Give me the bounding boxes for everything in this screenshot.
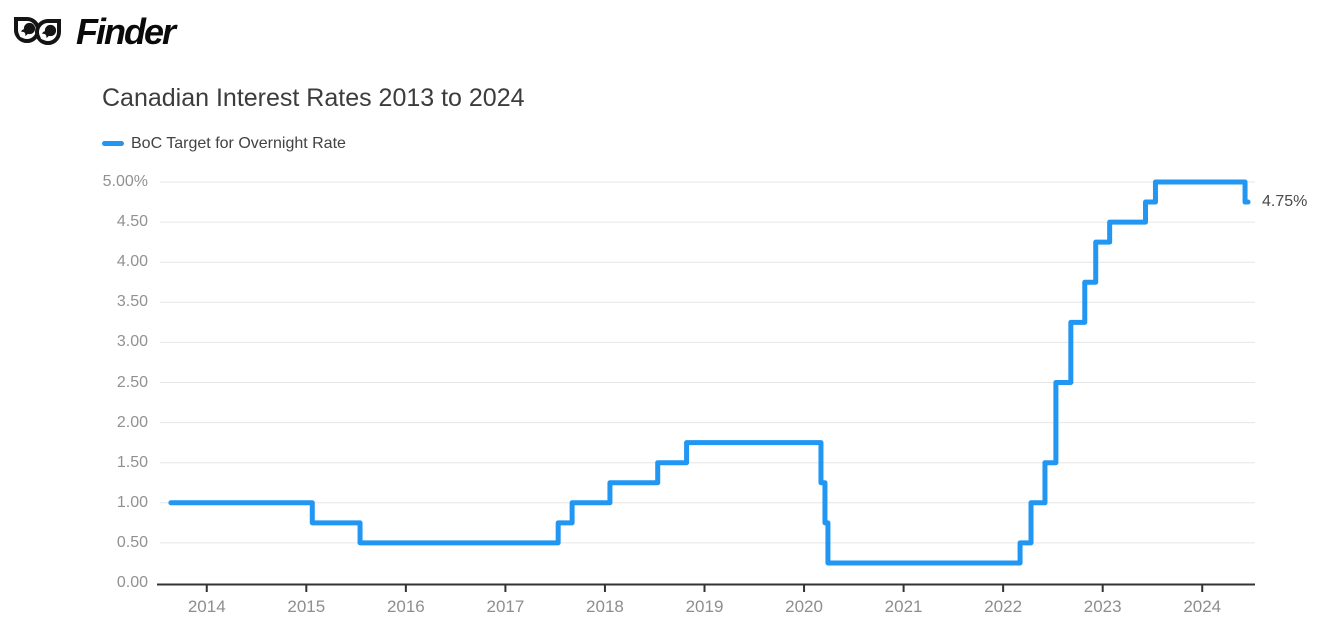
y-axis-label: 3.00: [116, 333, 148, 351]
x-axis-label: 2019: [685, 597, 724, 616]
x-axis-label: 2023: [1083, 597, 1122, 616]
x-axis-label: 2015: [287, 597, 326, 616]
y-axis-label: 4.00: [116, 253, 148, 271]
y-axis-label: 5.00%: [102, 173, 148, 190]
x-axis-label: 2020: [785, 597, 823, 616]
y-axis-label: 0.00: [116, 574, 148, 591]
x-axis-label: 2014: [187, 597, 226, 616]
x-axis-label: 2017: [486, 597, 525, 616]
x-axis-label: 2024: [1183, 597, 1222, 616]
last-value-label: 4.75%: [1262, 193, 1308, 211]
x-axis-label: 2016: [386, 597, 425, 616]
finder-logo-text: Finder: [76, 11, 176, 52]
y-axis-label: 1.50: [116, 453, 148, 471]
finder-logo[interactable]: Finder: [14, 11, 176, 54]
y-axis-label: 4.50: [116, 213, 148, 231]
chart-title: Canadian Interest Rates 2013 to 2024: [102, 84, 525, 112]
x-axis-label: 2021: [884, 597, 923, 616]
legend-line-swatch: [102, 141, 124, 146]
x-axis-label: 2018: [586, 597, 624, 616]
y-axis-label: 2.00: [116, 413, 148, 431]
chart-legend: BoC Target for Overnight Rate: [102, 133, 346, 153]
y-axis-label: 0.50: [116, 533, 148, 551]
y-axis-label: 3.50: [116, 293, 148, 311]
y-axis-label: 1.00: [116, 493, 148, 511]
finder-eyes-icon: [14, 14, 69, 54]
right-eye-shape: [35, 19, 61, 45]
x-axis-label: 2022: [984, 597, 1023, 616]
y-axis-label: 2.50: [116, 373, 148, 391]
site-header: Finder: [14, 10, 176, 58]
legend-label: BoC Target for Overnight Rate: [131, 134, 346, 152]
series-line-boc-target[interactable]: [168, 179, 1251, 566]
legend-item-boc-target[interactable]: BoC Target for Overnight Rate: [102, 135, 346, 153]
